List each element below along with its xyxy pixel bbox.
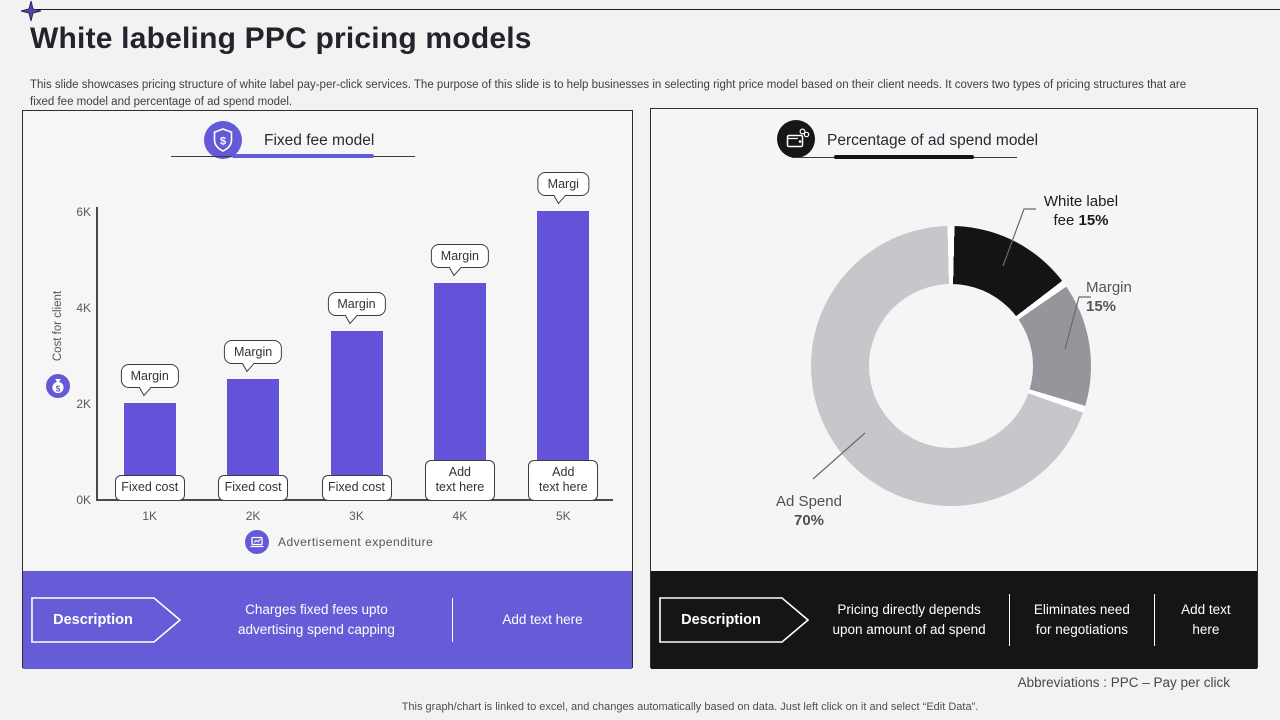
page-title: White labeling PPC pricing models bbox=[30, 22, 532, 55]
x-tick-label: 1K bbox=[142, 509, 158, 523]
fixed-fee-chart-area: $ Fixed fee model Cost for client $ 0K 2K… bbox=[23, 111, 632, 571]
svg-text:$: $ bbox=[56, 385, 61, 394]
y-tick-label: 2K bbox=[76, 397, 91, 411]
excel-link-note: This graph/chart is linked to excel, and… bbox=[401, 701, 979, 713]
shield-dollar-icon: $ bbox=[204, 121, 242, 159]
ad-spend-chart-area: Percentage of ad spend model White label… bbox=[651, 109, 1257, 571]
left-header-accent bbox=[232, 154, 374, 158]
x-tick-label: 2K bbox=[245, 509, 261, 523]
add-text-placeholder[interactable]: Add text here bbox=[1181, 601, 1231, 637]
margin-callout: Margin bbox=[430, 244, 489, 268]
y-axis-title: Cost for client bbox=[52, 290, 64, 362]
margin-callout: Margin bbox=[327, 292, 386, 316]
description-item: Charges fixed fees upto advertising spen… bbox=[238, 601, 395, 637]
fixed-fee-description-band: Description Charges fixed fees upto adve… bbox=[23, 571, 632, 669]
slice-label-line2: 15% bbox=[1086, 297, 1117, 315]
y-tick-label: 4K bbox=[76, 301, 91, 315]
slice-label-margin: Margin 15% bbox=[1086, 279, 1132, 317]
wallet-icon bbox=[777, 120, 815, 158]
x-tick-label: 4K bbox=[452, 509, 468, 523]
x-axis-legend: Advertisement expenditure bbox=[245, 530, 433, 554]
donut-hole bbox=[869, 284, 1033, 448]
margin-callout: Margi bbox=[537, 172, 589, 196]
donut-chart bbox=[811, 226, 1091, 506]
margin-callout: Margin bbox=[223, 340, 283, 364]
band-divider bbox=[1153, 594, 1155, 646]
slice-label-line2: fee 15% bbox=[1053, 211, 1109, 229]
y-tick-label: 6K bbox=[76, 205, 91, 219]
sparkle-icon bbox=[20, 0, 42, 22]
y-tick-label: 0K bbox=[76, 493, 91, 507]
bar-plot: 0K 2K 4K 6K Margin Fixed cost 1K Margin Fixed co… bbox=[76, 172, 613, 523]
add-text-placeholder[interactable]: Add text here bbox=[528, 459, 599, 501]
margin-callout: Margin bbox=[120, 364, 179, 388]
abbreviation-note: Abbreviations : PPC – Pay per click bbox=[1017, 675, 1230, 690]
description-chevron: Description bbox=[31, 597, 182, 643]
donut-leader-lines bbox=[812, 208, 1091, 480]
money-bag-icon: $ bbox=[46, 374, 70, 398]
right-header-accent bbox=[834, 155, 974, 159]
add-text-placeholder[interactable]: Add text here bbox=[424, 459, 495, 501]
chevron-shape bbox=[31, 597, 182, 643]
description-label: Description bbox=[681, 612, 761, 628]
svg-text:$: $ bbox=[220, 136, 226, 148]
slice-label-line1: Margin bbox=[1086, 279, 1132, 296]
x-tick-label: 3K bbox=[349, 509, 364, 523]
slice-label-line1: White label bbox=[1043, 193, 1119, 210]
legend-label: Advertisement expenditure bbox=[278, 535, 434, 549]
slice-label-ad-spend: Ad Spend 70% bbox=[751, 493, 867, 531]
band-divider bbox=[1009, 594, 1011, 646]
description-label: Description bbox=[53, 612, 133, 628]
right-panel-title: Percentage of ad spend model bbox=[827, 132, 1039, 149]
band-divider bbox=[451, 598, 453, 642]
add-text-placeholder[interactable]: Add text here bbox=[502, 611, 583, 627]
bar bbox=[537, 211, 590, 499]
page-subtitle: This slide showcases pricing structure o… bbox=[30, 79, 1187, 108]
bar bbox=[330, 331, 383, 499]
fixed-cost-label: Fixed cost bbox=[321, 475, 392, 501]
ad-spend-description-band: Description Pricing directly depends upo… bbox=[651, 571, 1257, 669]
x-tick-label: 5K bbox=[555, 509, 571, 523]
left-panel-title: Fixed fee model bbox=[264, 132, 375, 149]
slice-label-white-label-fee: White label fee 15% bbox=[1003, 193, 1159, 231]
description-item: Eliminates need for negotiations bbox=[1033, 601, 1130, 637]
fixed-cost-label: Fixed cost bbox=[114, 475, 185, 501]
chevron-shape bbox=[659, 597, 810, 643]
slice-label-line2: 70% bbox=[793, 511, 825, 529]
ad-spend-panel: Percentage of ad spend model White label… bbox=[650, 108, 1258, 669]
fixed-cost-label: Fixed cost bbox=[218, 475, 289, 501]
description-item: Pricing directly depends upon amount of … bbox=[832, 601, 986, 637]
top-divider bbox=[36, 9, 1280, 10]
ad-display-icon bbox=[245, 530, 269, 554]
description-chevron: Description bbox=[659, 597, 810, 643]
slice-label-line1: Ad Spend bbox=[776, 493, 842, 510]
fixed-fee-panel: $ Fixed fee model Cost for client $ 0K 2K… bbox=[22, 110, 633, 669]
